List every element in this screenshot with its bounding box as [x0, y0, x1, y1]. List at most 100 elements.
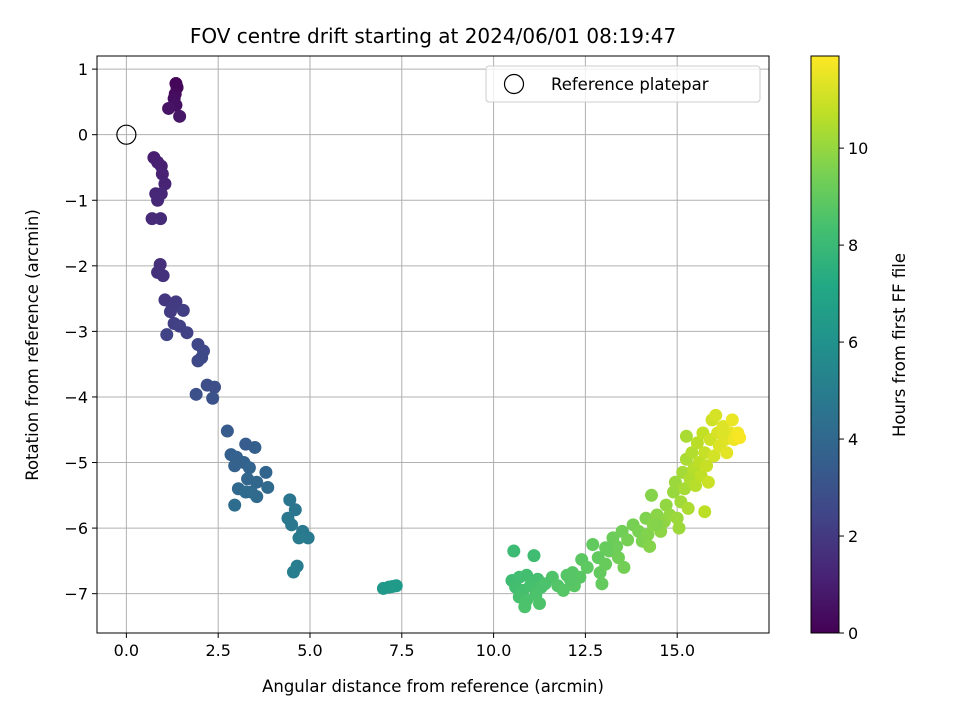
y-tick-label: 0 [78, 126, 88, 145]
data-point [586, 537, 600, 551]
data-point [520, 568, 534, 582]
x-tick-label: 2.5 [205, 641, 230, 660]
reference-point [116, 124, 137, 145]
x-tick-label: 12.5 [568, 641, 604, 660]
data-point [250, 475, 264, 489]
reference-platepar-marker [116, 124, 137, 145]
data-point [644, 488, 658, 502]
data-points [145, 77, 747, 614]
data-point [154, 212, 168, 226]
data-point [163, 305, 177, 319]
colorbar-tick-label: 10 [848, 139, 868, 158]
data-point [643, 539, 657, 553]
data-point [162, 101, 176, 115]
data-point [288, 503, 302, 517]
data-point [239, 485, 253, 499]
y-axis-label: Rotation from reference (arcmin) [23, 209, 42, 481]
data-point [292, 531, 306, 545]
axes: 0.0 2.5 5.0 7.5 10.0 12.5 15.0 1 0 −1 −2 −3 −4 −5 −6 −7 [64, 55, 770, 660]
legend-marker [503, 73, 525, 95]
data-point [621, 533, 635, 547]
data-point [667, 485, 681, 499]
data-point [595, 577, 609, 591]
colorbar-tick-label: 8 [848, 236, 858, 255]
y-tick-label: −7 [64, 585, 88, 604]
data-point [733, 431, 747, 445]
data-point [155, 167, 169, 181]
colorbar-gradient [810, 55, 840, 634]
plot-frame [96, 55, 770, 634]
data-point [220, 424, 234, 438]
data-point [286, 565, 300, 579]
data-point [180, 326, 194, 340]
data-point [599, 557, 613, 571]
data-point [389, 579, 403, 593]
x-tick-label: 0.0 [114, 641, 139, 660]
data-point [659, 498, 673, 512]
data-point [670, 511, 684, 525]
data-point [158, 177, 172, 191]
data-point [650, 518, 664, 532]
colorbar-label: Hours from first FF file [890, 253, 909, 437]
y-tick-label: 1 [78, 60, 88, 79]
x-tick-label: 5.0 [297, 641, 322, 660]
data-point [242, 461, 256, 475]
data-point [538, 577, 552, 591]
y-tick-label: −2 [64, 257, 88, 276]
y-tick-label: −1 [64, 191, 88, 210]
data-point [698, 505, 712, 519]
data-point [507, 544, 521, 558]
x-tick-label: 15.0 [659, 641, 695, 660]
data-point [564, 574, 578, 588]
data-point [725, 413, 739, 427]
data-point [518, 600, 532, 614]
data-point [261, 480, 275, 494]
data-point [672, 521, 686, 535]
y-tick-label: −6 [64, 519, 88, 538]
data-point [173, 109, 187, 123]
data-point [707, 449, 721, 463]
chart-title: FOV centre drift starting at 2024/06/01 … [190, 24, 676, 48]
data-point [690, 436, 704, 450]
data-point [681, 501, 695, 515]
data-point [301, 531, 315, 545]
grid-lines [97, 56, 769, 633]
data-point [189, 387, 203, 401]
data-point [716, 426, 730, 440]
x-tick-label: 10.0 [476, 641, 512, 660]
data-point [176, 303, 190, 317]
data-point [250, 490, 264, 504]
data-point [259, 465, 273, 479]
data-point [641, 528, 655, 542]
data-point [679, 429, 693, 443]
colorbar-tick-label: 2 [848, 527, 858, 546]
y-tick-label: −5 [64, 454, 88, 473]
data-point [701, 475, 715, 489]
colorbar-tick-label: 4 [848, 430, 858, 449]
data-point [283, 493, 297, 507]
data-point [151, 193, 165, 207]
data-point [689, 478, 703, 492]
data-point [610, 539, 624, 553]
colorbar: 0 2 4 6 8 10 Hours from first FF file [810, 55, 909, 643]
data-point [709, 408, 723, 422]
data-point [285, 518, 299, 532]
x-tick-label: 7.5 [389, 641, 414, 660]
data-point [685, 446, 699, 460]
data-point [678, 482, 692, 496]
colorbar-tick-label: 6 [848, 333, 858, 352]
data-point [611, 551, 625, 565]
data-point [720, 446, 734, 460]
data-point [599, 541, 613, 555]
legend-label: Reference platepar [551, 75, 709, 94]
data-point [580, 560, 594, 574]
data-point [532, 596, 546, 610]
data-point [195, 351, 209, 365]
data-point [160, 328, 174, 342]
data-point [228, 498, 242, 512]
data-point [156, 269, 170, 283]
data-point [248, 440, 262, 454]
data-point [527, 549, 541, 563]
data-point [556, 583, 570, 597]
